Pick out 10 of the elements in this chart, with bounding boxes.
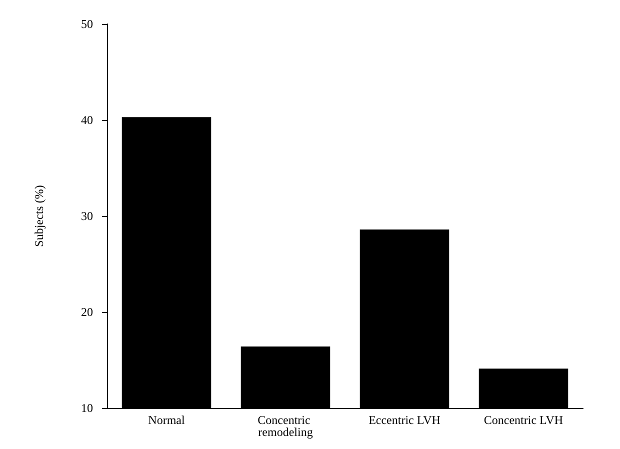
y-tick-label: 40 xyxy=(81,113,93,127)
y-axis-title: Subjects (%) xyxy=(32,185,46,247)
y-tick-label: 30 xyxy=(81,209,93,223)
x-tick-label: Concentric remodeling xyxy=(258,413,314,439)
x-tick-label: Concentric LVH xyxy=(484,413,564,427)
y-tick-label: 20 xyxy=(81,305,93,319)
x-tick-label: Eccentric LVH xyxy=(368,413,441,427)
y-tick-label: 10 xyxy=(81,401,93,415)
y-tick-label: 50 xyxy=(81,17,93,31)
x-tick-label: Normal xyxy=(148,413,186,427)
